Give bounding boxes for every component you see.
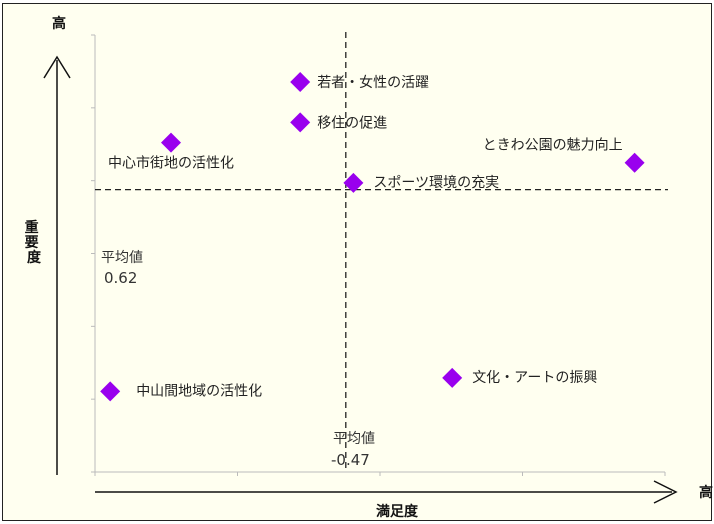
data-point-marker xyxy=(161,132,181,153)
chart-frame xyxy=(2,3,712,521)
y-title-char-2: 要 xyxy=(25,235,39,251)
data-point-label: 移住の促進 xyxy=(317,115,387,131)
y-average-value: 0.62 xyxy=(104,269,137,287)
y-axis-title: 重 要 度 xyxy=(25,219,44,266)
data-point-label: ときわ公園の魅力向上 xyxy=(483,138,623,154)
data-point-marker xyxy=(343,172,364,193)
x-high-label: 高 xyxy=(699,484,713,501)
y-title-char-1: 重 xyxy=(25,219,39,236)
data-point-marker xyxy=(442,367,463,388)
y-high-label: 高 xyxy=(52,15,66,32)
x-axis-title: 満足度 xyxy=(376,503,419,520)
y-arrow-head xyxy=(43,55,71,79)
data-point-marker xyxy=(290,112,311,133)
tick-marks xyxy=(91,34,666,476)
data-point-label: 若者・女性の活躍 xyxy=(317,74,429,91)
data-point-label: スポーツ環境の充実 xyxy=(373,175,499,191)
x-arrow-head xyxy=(653,480,678,504)
data-point-marker xyxy=(290,72,311,93)
y-average-label: 平均値 xyxy=(101,250,143,266)
x-average-value: -0.47 xyxy=(331,451,370,469)
data-point-marker xyxy=(100,381,121,402)
x-average-label: 平均値 xyxy=(333,431,375,447)
y-title-char-3: 度 xyxy=(27,249,42,266)
data-point-marker xyxy=(624,152,645,173)
data-point-label: 文化・アートの振興 xyxy=(472,370,597,386)
data-point-label: 中心市街地の活性化 xyxy=(108,155,234,172)
data-point-label: 中山間地域の活性化 xyxy=(136,383,262,399)
